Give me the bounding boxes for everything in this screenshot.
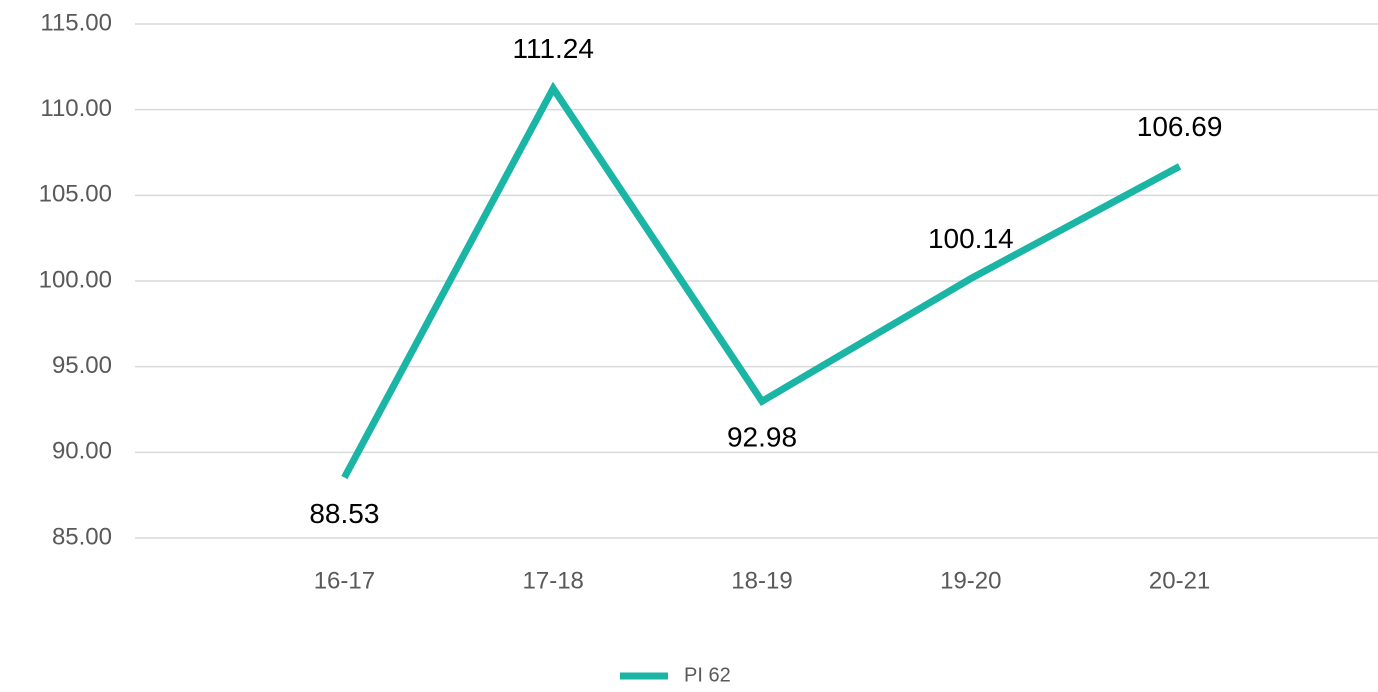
x-tick-label: 19-20: [940, 567, 1001, 594]
data-label: 88.53: [309, 498, 379, 529]
y-tick-label: 90.00: [52, 438, 112, 465]
x-tick-label: 16-17: [314, 567, 375, 594]
series-line: [341, 81, 1182, 480]
y-tick-label: 115.00: [40, 9, 112, 36]
x-tick-label: 20-21: [1149, 567, 1210, 594]
data-label: 111.24: [512, 33, 593, 64]
x-tick-label: 17-18: [523, 567, 584, 594]
y-tick-label: 85.00: [52, 523, 112, 550]
data-label: 106.69: [1137, 111, 1223, 142]
data-label: 100.14: [928, 223, 1014, 254]
x-tick-label: 18-19: [731, 567, 792, 594]
y-tick-label: 110.00: [40, 95, 112, 122]
y-tick-label: 105.00: [39, 181, 112, 208]
y-tick-label: 100.00: [39, 266, 112, 293]
legend-label: PI 62: [684, 664, 731, 686]
y-tick-label: 95.00: [52, 352, 112, 379]
data-label: 92.98: [727, 422, 797, 453]
